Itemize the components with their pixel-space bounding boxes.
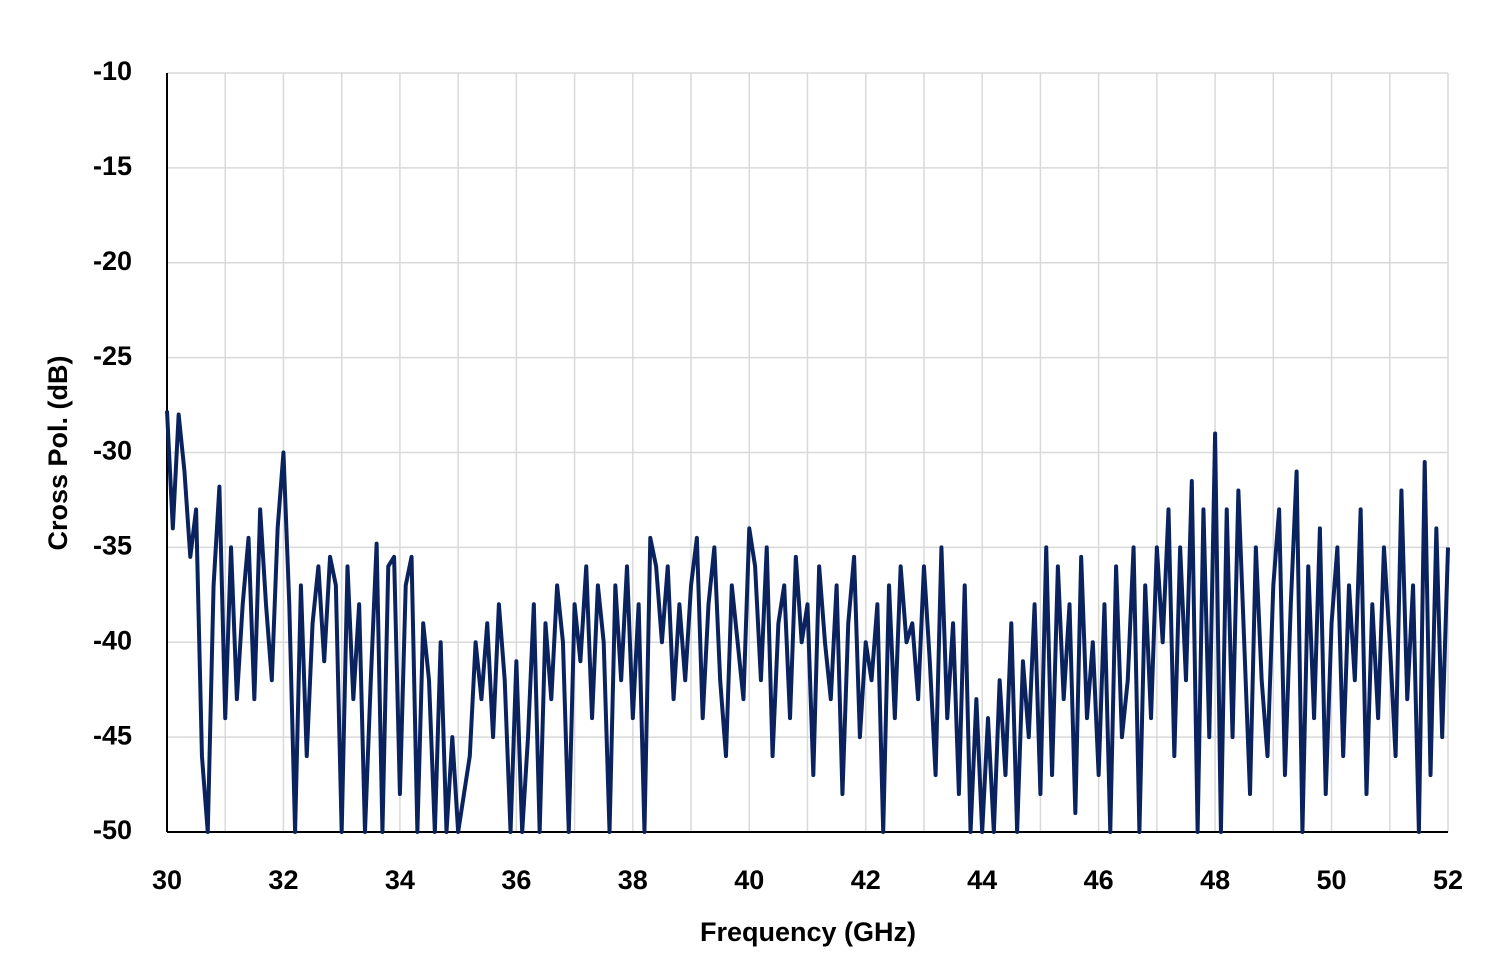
y-tick-label: -10: [93, 56, 132, 86]
x-tick-label: 38: [618, 865, 648, 895]
y-tick-label: -35: [93, 531, 132, 561]
x-tick-label: 44: [967, 865, 997, 895]
x-tick-label: 40: [734, 865, 764, 895]
x-tick-label: 50: [1317, 865, 1347, 895]
x-axis-title: Frequency (GHz): [700, 917, 916, 947]
y-tick-label: -40: [93, 625, 132, 655]
y-tick-label: -45: [93, 720, 132, 750]
y-tick-label: -20: [93, 246, 132, 276]
data-line: [165, 410, 1450, 834]
x-tick-label: 52: [1433, 865, 1463, 895]
x-tick-label: 34: [385, 865, 415, 895]
y-tick-label: -30: [93, 436, 132, 466]
x-tick-label: 42: [851, 865, 881, 895]
x-tick-label: 36: [501, 865, 531, 895]
x-tick-label: 48: [1200, 865, 1230, 895]
x-tick-label: 30: [152, 865, 182, 895]
y-tick-label: -15: [93, 151, 132, 181]
x-tick-label: 32: [268, 865, 298, 895]
y-tick-label: -25: [93, 341, 132, 371]
x-tick-label: 46: [1084, 865, 1114, 895]
y-tick-label: -50: [93, 815, 132, 845]
y-axis-title: Cross Pol. (dB): [43, 355, 73, 550]
